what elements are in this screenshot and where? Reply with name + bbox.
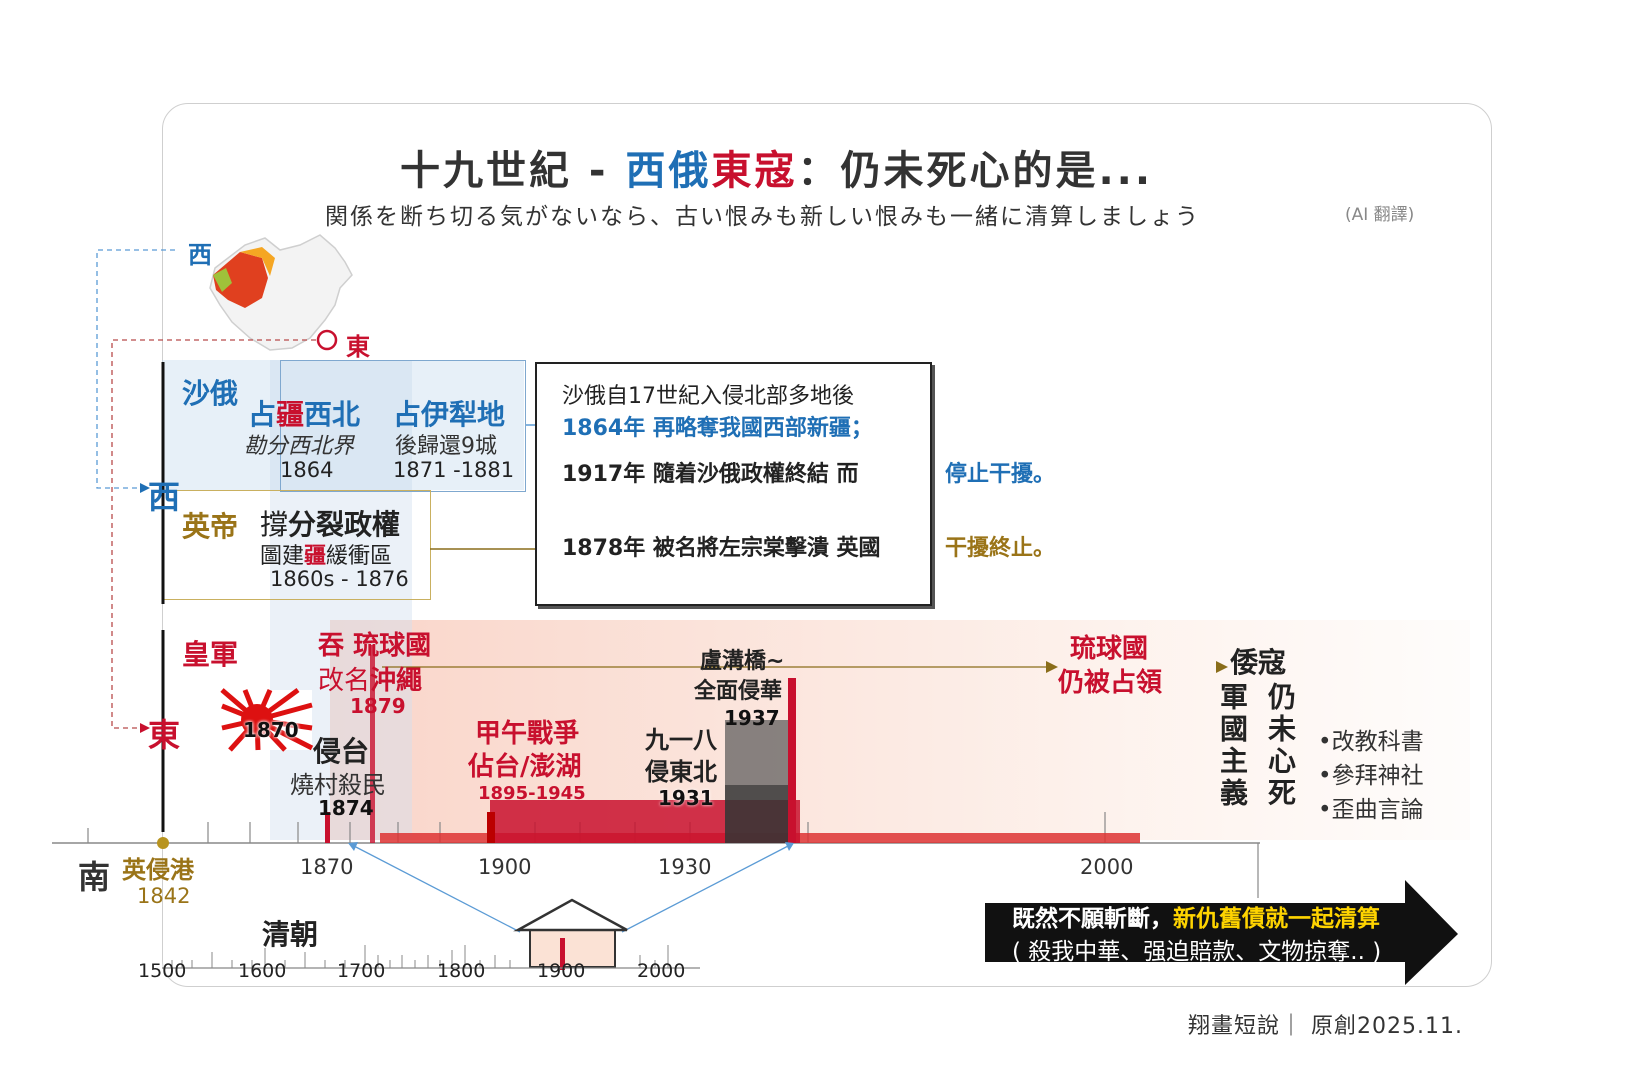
bullet-distortion: •歪曲言論: [1318, 797, 1424, 823]
britain-years: 1860s - 1876: [270, 567, 409, 591]
side-south-label: 南: [78, 858, 111, 896]
russia-occupy-nw-sub: 勘分西北界: [244, 434, 355, 459]
taiwan-invasion-sub: 燒村殺民: [290, 771, 386, 799]
lugou-title: 盧溝橋~: [700, 649, 785, 674]
lugou-year: 1937: [724, 706, 780, 730]
ryukyu-annex: 吞 琉球國: [318, 631, 432, 661]
japan-label: 皇軍: [182, 638, 239, 671]
bullet-shrine: •參拜神社: [1318, 763, 1424, 789]
russia-ili-title: 占伊犁地: [393, 398, 506, 431]
jiawu-sub: 佔台/澎湖: [468, 752, 582, 782]
britain-label: 英帝: [182, 510, 239, 543]
mini-tick-1800: 1800: [437, 960, 486, 982]
britain-buffer: 圖建疆緩衝區: [260, 544, 393, 569]
wokou-label: 倭寇: [1230, 646, 1287, 679]
jiawu-title: 甲午戰爭: [475, 719, 580, 749]
axis-tick-1870: 1870: [300, 855, 354, 879]
vertical-not-dead: 仍未心死: [1264, 682, 1297, 810]
bullet-textbooks: •改教科書: [1318, 729, 1424, 755]
mini-tick-2000: 2000: [637, 960, 686, 982]
lugou-sub: 全面侵華: [694, 679, 783, 704]
jiawu-years: 1895-1945: [478, 783, 586, 804]
russia-ili-years: 1871 -1881: [393, 458, 515, 482]
flag-year: 1870: [243, 718, 299, 742]
summary-line-3-result: 停止干擾。: [945, 462, 1056, 487]
zoom-house-icon: [513, 898, 628, 970]
ryukyu-now-1: 琉球國: [1070, 634, 1149, 664]
qing-late-band: [270, 360, 412, 840]
summary-line-3: 1917年 隨着沙俄政權終結 而: [562, 462, 859, 487]
summary-box: [535, 362, 932, 606]
britain-support: 撐分裂政權: [260, 508, 401, 541]
okinawa-rename: 改名沖繩: [318, 666, 423, 696]
mini-tick-1600: 1600: [238, 960, 287, 982]
cta-line-2: ( 殺我中華、强迫賠款、文物掠奪.. ): [1012, 939, 1382, 965]
summary-line-2: 1864年 再略奪我國西部新疆；: [562, 416, 873, 441]
hk-year: 1842: [137, 884, 191, 908]
page-subtitle: 関係を断ち切る気がないなら、古い恨みも新しい恨みも一緒に清算しましょう: [325, 204, 1200, 230]
map-east-label: 東: [346, 333, 370, 361]
translation-note: (AI 翻譯): [1345, 205, 1415, 225]
ryukyu-now-2: 仍被占領: [1058, 668, 1163, 698]
manchuria-title: 九一八: [645, 726, 717, 754]
credit-footer: 翔畫短說｜ 原創2025.11.: [1188, 1014, 1463, 1039]
rising-sun-flag-icon: [220, 687, 314, 752]
hk-label: 英侵港: [122, 856, 194, 884]
china-map-icon: [209, 234, 353, 351]
mini-tick-1700: 1700: [337, 960, 386, 982]
russia-occupy-nw: 占疆西北: [248, 398, 361, 431]
title-west: 西俄: [625, 148, 712, 194]
okinawa-year: 1879: [350, 694, 406, 718]
qing-label: 清朝: [262, 918, 319, 951]
page-title: 十九世紀 - 西俄東寇：仍未死心的是...: [400, 148, 1154, 194]
title-east: 東寇: [711, 148, 798, 194]
britain-panel-border: [162, 490, 431, 600]
russia-panel: [162, 360, 524, 490]
mini-tick-1500: 1500: [138, 960, 187, 982]
side-west-label: 西: [148, 478, 181, 516]
vertical-militarism: 軍國主義: [1216, 682, 1249, 810]
summary-line-4: 1878年 被名將左宗棠擊潰 英國: [562, 536, 881, 561]
taiwan-invasion-title: 侵台: [313, 735, 370, 768]
axis-tick-1900: 1900: [478, 855, 532, 879]
taiwan-invasion-year: 1874: [318, 796, 374, 820]
mini-tick-1900: 1900: [537, 960, 586, 982]
russia-label: 沙俄: [182, 377, 239, 410]
axis-tick-1930: 1930: [658, 855, 712, 879]
map-west-label: 西: [188, 241, 212, 269]
cta-line-1: 既然不願斬斷，新仇舊債就一起清算: [1012, 906, 1380, 932]
side-east-label: 東: [148, 716, 181, 754]
russia-panel-border: [280, 360, 526, 492]
summary-line-4-result: 干擾終止。: [945, 536, 1056, 561]
manchuria-sub: 侵東北: [645, 758, 717, 786]
manchuria-year: 1931: [658, 786, 714, 810]
summary-line-1: 沙俄自17世紀入侵北部多地後: [562, 384, 854, 409]
axis-tick-2000: 2000: [1080, 855, 1134, 879]
russia-occupy-nw-year: 1864: [280, 458, 334, 482]
russia-ili-sub: 後歸還9城: [395, 434, 497, 459]
